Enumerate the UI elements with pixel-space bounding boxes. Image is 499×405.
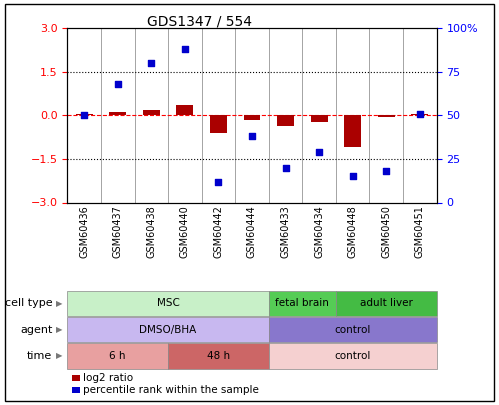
Bar [344,115,361,147]
Point [215,178,223,185]
Text: 6 h: 6 h [109,351,126,361]
Text: adult liver: adult liver [360,298,413,308]
Text: control: control [334,325,371,335]
Bar [143,110,160,115]
Text: fetal brain: fetal brain [275,298,329,308]
Text: control: control [334,351,371,361]
Text: GDS1347 / 554: GDS1347 / 554 [147,14,252,28]
Bar [244,115,260,120]
Bar [277,115,294,126]
Bar [109,112,126,115]
Text: 48 h: 48 h [207,351,230,361]
Text: percentile rank within the sample: percentile rank within the sample [83,385,259,395]
Point [315,149,323,155]
Text: MSC: MSC [157,298,180,308]
Bar [210,115,227,133]
Text: DMSO/BHA: DMSO/BHA [139,325,197,335]
Text: ▶: ▶ [55,325,62,334]
Point [181,46,189,53]
Point [382,168,390,175]
Bar [177,105,193,115]
Bar [311,115,327,122]
Text: log2 ratio: log2 ratio [83,373,133,383]
Bar [76,114,92,115]
Point [349,173,357,180]
Point [281,164,289,171]
Bar [378,115,395,117]
Text: agent: agent [20,325,52,335]
Point [147,60,155,66]
Point [80,112,88,119]
Point [248,133,256,140]
Text: time: time [27,351,52,361]
Text: cell type: cell type [5,298,52,308]
Bar [412,114,428,115]
Text: ▶: ▶ [55,299,62,308]
Text: ▶: ▶ [55,352,62,360]
Point [114,81,122,87]
Point [416,111,424,117]
